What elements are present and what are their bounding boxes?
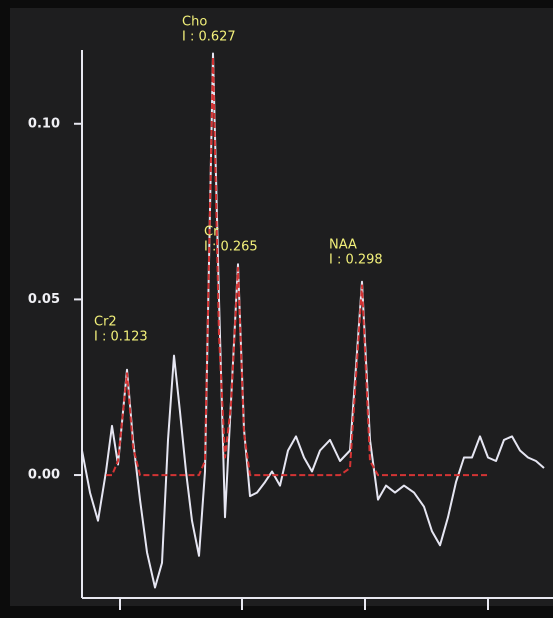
peak-integral: I : 0.265 [204, 240, 258, 255]
screen [10, 8, 553, 606]
peak-name: Cr [204, 225, 219, 240]
peak-integral: I : 0.298 [329, 253, 383, 268]
y-tick-label: 0.05 [28, 292, 60, 307]
peak-integral: I : 0.627 [182, 30, 236, 45]
peak-name: Cr2 [94, 315, 117, 330]
peak-name: NAA [329, 238, 357, 253]
y-tick-label: 0.10 [28, 116, 60, 131]
peak-integral: I : 0.123 [94, 330, 148, 345]
chart: 0.000.050.10ChoI : 0.627CrI : 0.265NAAI … [0, 0, 553, 618]
peak-name: Cho [182, 15, 207, 30]
y-tick-label: 0.00 [28, 468, 60, 483]
